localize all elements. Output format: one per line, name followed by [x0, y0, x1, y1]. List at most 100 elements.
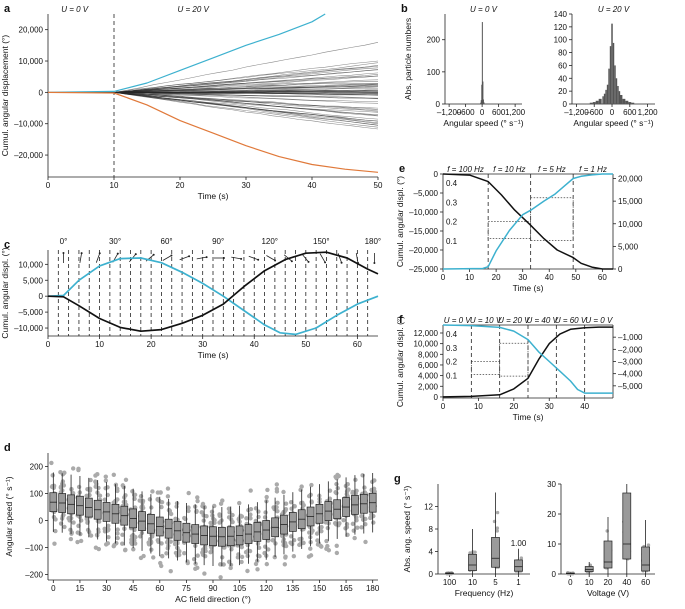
x-tick-label: 40 — [580, 402, 589, 411]
data-point — [195, 498, 200, 504]
data-point — [369, 487, 374, 493]
data-point — [164, 551, 169, 556]
data-point — [519, 556, 524, 560]
y-tick-label: 4 — [429, 548, 434, 557]
segment-annotation: U = 0 V — [444, 316, 472, 325]
annotation-u20: U = 20 V — [178, 5, 210, 14]
data-point — [111, 472, 117, 477]
data-point — [334, 550, 340, 556]
data-point — [66, 516, 71, 521]
data-point — [186, 505, 191, 510]
data-point — [202, 505, 207, 510]
x-tick-label: 0 — [51, 584, 56, 593]
panel-label: e — [399, 163, 405, 175]
data-point — [359, 525, 364, 530]
y-axis-label: Cumul. angular displ. (°) — [0, 247, 10, 338]
data-point — [334, 543, 339, 548]
data-point — [371, 520, 376, 525]
y-axis-label: Cumul. angular displacement (°) — [0, 35, 10, 157]
x-tick-label: 40 — [545, 273, 554, 282]
data-point — [53, 528, 58, 534]
data-point — [203, 553, 208, 559]
data-point — [253, 561, 259, 567]
data-point — [195, 553, 200, 558]
data-point — [88, 477, 93, 483]
segment-annotation: f = 10 Hz — [493, 165, 525, 174]
x-tick-label: 165 — [339, 584, 353, 593]
y-tick-label: –200 — [25, 571, 43, 580]
data-point — [353, 477, 358, 483]
data-point — [103, 474, 108, 479]
y-tick-label: 10 — [547, 540, 556, 549]
field-arrow-head-icon — [373, 262, 376, 264]
y-tick-label: 120 — [554, 23, 568, 32]
histogram-bar — [480, 100, 482, 104]
y2-tick-label: –5,000 — [618, 382, 643, 391]
y-axis-label: Angular speed (° s⁻¹) — [4, 476, 14, 556]
field-arrow-icon — [95, 253, 101, 263]
field-direction-label: 150° — [313, 237, 330, 246]
panel-label: b — [401, 3, 408, 15]
data-point — [308, 546, 313, 551]
data-point — [149, 547, 154, 552]
field-direction-label: 120° — [261, 237, 278, 246]
data-point — [93, 473, 98, 478]
box — [584, 566, 594, 572]
x-axis-label: Frequency (Hz) — [455, 588, 514, 598]
x-axis-label: AC field direction (°) — [175, 594, 251, 604]
data-point — [97, 493, 103, 498]
inner-tick-label: 0.3 — [446, 198, 458, 207]
data-point — [221, 562, 226, 567]
field-arrow-head-icon — [222, 257, 225, 259]
x-tick-label: 50 — [301, 340, 310, 349]
data-point — [300, 500, 305, 506]
field-arrow-icon — [301, 253, 309, 263]
data-point — [132, 541, 138, 546]
data-point — [263, 510, 268, 515]
data-point — [272, 555, 277, 560]
x-tick-label: 90 — [209, 584, 218, 593]
data-point — [103, 478, 109, 483]
data-point — [308, 553, 314, 558]
segment-annotation: f = 1 Hz — [579, 165, 607, 174]
y-tick-label: 100 — [427, 68, 441, 77]
inner-tick-label: 0.4 — [446, 330, 458, 339]
field-arrow-head-icon — [274, 259, 277, 262]
data-point — [288, 540, 293, 545]
data-point — [236, 516, 241, 522]
data-point — [237, 500, 242, 506]
x-tick-label: 20 — [147, 340, 156, 349]
data-point — [248, 512, 253, 517]
axes-e: 0 10 20 30 40 50 60 –25,000 –20,000 –15,000 –10,00… — [395, 163, 643, 293]
data-point — [334, 481, 339, 487]
data-point — [50, 473, 55, 478]
data-point — [264, 561, 270, 567]
inner-tick-label: 0.2 — [446, 218, 458, 227]
x-tick-label: 10 — [110, 181, 119, 190]
data-point — [106, 535, 111, 540]
data-point — [257, 554, 262, 559]
data-point — [217, 513, 222, 518]
data-point — [88, 533, 94, 538]
data-point — [210, 513, 215, 518]
data-point — [97, 519, 102, 524]
data-point — [106, 523, 111, 528]
inset-frame — [530, 197, 574, 241]
histogram-bar — [483, 102, 485, 104]
data-point — [281, 489, 286, 495]
data-point — [283, 501, 289, 506]
data-point — [186, 490, 191, 496]
data-point — [262, 550, 267, 556]
series-line-1 — [47, 251, 379, 333]
data-point — [266, 547, 271, 552]
histogram-bar — [480, 102, 482, 104]
y-tick-label: 8,000 — [418, 350, 439, 359]
x-tick-label: 600 — [623, 108, 637, 117]
data-point — [314, 531, 320, 536]
segment-annotation: f = 100 Hz — [447, 165, 484, 174]
y-tick-label: 4,000 — [418, 372, 439, 381]
data-point — [318, 543, 323, 548]
y-tick-label: 0 — [429, 570, 434, 579]
data-point — [283, 554, 288, 559]
